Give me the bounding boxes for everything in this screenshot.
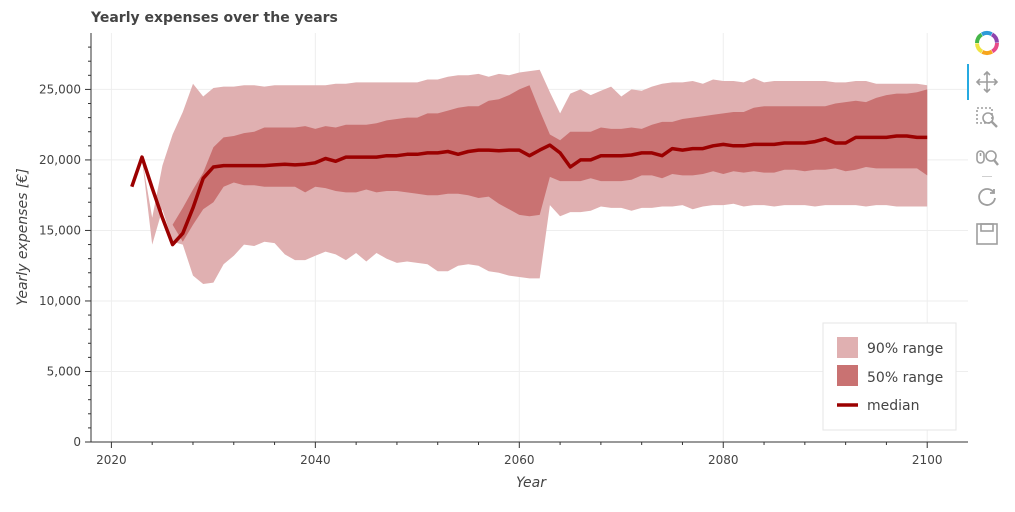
pan-icon[interactable]: [974, 69, 1000, 95]
active-tool-indicator: [967, 64, 969, 100]
legend-label-90: 90% range: [867, 341, 943, 357]
band-50-range: [131, 85, 928, 242]
box-zoom-icon[interactable]: [974, 105, 1000, 131]
y-tick-label: 10,000: [39, 294, 81, 308]
reset-icon[interactable]: [974, 184, 1000, 210]
legend-label-50: 50% range: [867, 370, 943, 386]
x-tick-label: 2080: [708, 453, 739, 467]
toolbar-separator: [982, 176, 992, 177]
legend: 90% range 50% range median: [822, 322, 957, 431]
x-tick-label: 2040: [300, 453, 331, 467]
legend-label-median: median: [867, 398, 919, 414]
bands: [131, 69, 928, 284]
x-tick-label: 2020: [96, 453, 127, 467]
y-tick-label: 20,000: [39, 153, 81, 167]
lines: [130, 134, 928, 247]
legend-swatch-90: [837, 337, 858, 358]
wheel-zoom-icon[interactable]: [974, 145, 1000, 171]
median-line: [130, 134, 928, 247]
legend-swatch-50: [837, 365, 858, 386]
y-tick-label: 5,000: [47, 364, 81, 378]
chart-title: Yearly expenses over the years: [90, 10, 338, 26]
y-axis-label: Yearly expenses [€]: [15, 168, 31, 305]
y-tick-label: 25,000: [39, 82, 81, 96]
x-tick-label: 2100: [912, 453, 943, 467]
save-icon[interactable]: [974, 221, 1000, 247]
x-tick-label: 2060: [504, 453, 535, 467]
axes: 0 5,000 10,000 15,000 20,000 25,000 2020 2040 20…: [39, 33, 968, 467]
x-axis-label: Year: [516, 475, 547, 491]
y-tick-label: 15,000: [39, 223, 81, 237]
bokeh-logo-icon[interactable]: [974, 30, 1000, 56]
y-tick-label: 0: [73, 435, 81, 449]
